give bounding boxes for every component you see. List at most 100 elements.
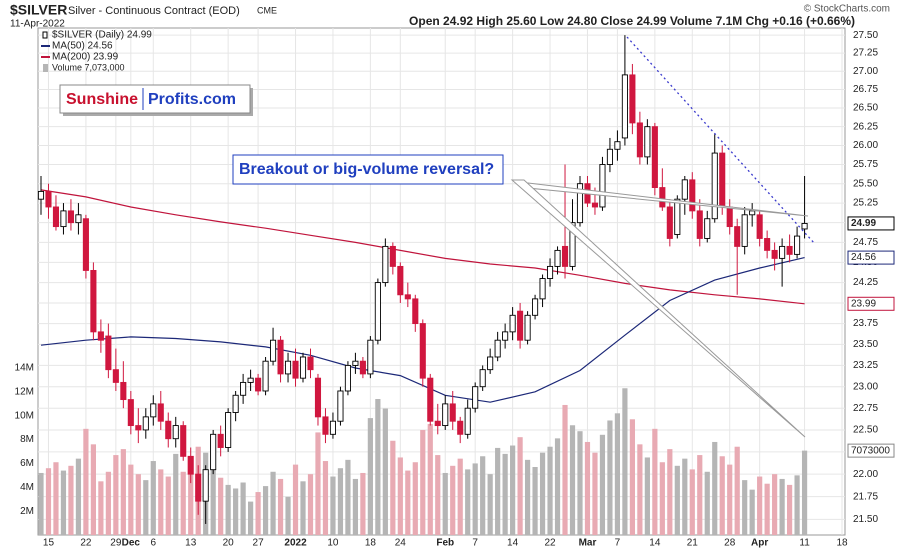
volume-bar xyxy=(420,430,426,535)
volume-bar xyxy=(637,444,643,535)
symbol: $SILVER xyxy=(10,2,67,18)
volume-bar xyxy=(569,425,576,535)
candle-body xyxy=(329,420,337,435)
y-tick-label: 27.00 xyxy=(853,66,878,77)
volume-bar xyxy=(779,478,785,535)
candle-body xyxy=(659,187,666,208)
volume-bar xyxy=(390,440,396,535)
volume-bar xyxy=(307,474,314,535)
volume-bar xyxy=(524,459,531,535)
candle-body xyxy=(225,412,232,448)
volume-bar xyxy=(502,453,508,535)
candle-body xyxy=(434,420,441,427)
x-tick-label: 22 xyxy=(544,538,556,549)
volume-bar xyxy=(764,483,770,535)
volume-bar xyxy=(442,472,448,535)
x-tick-label: 14 xyxy=(649,538,661,549)
y-tick-label: 23.75 xyxy=(853,318,878,329)
volume-bar xyxy=(435,455,441,535)
candle-body xyxy=(621,74,628,139)
volume-bar xyxy=(472,463,478,535)
volume-bar xyxy=(772,474,778,535)
volume-bar xyxy=(427,424,433,535)
volume-bar xyxy=(734,446,740,535)
x-tick-label: 15 xyxy=(43,538,55,549)
volume-bar xyxy=(697,455,703,535)
x-tick-label: 14 xyxy=(507,538,519,549)
candle-body xyxy=(202,469,209,502)
candle-body xyxy=(217,433,224,448)
y-tick-label: 23.50 xyxy=(853,339,878,350)
plot-layer xyxy=(37,35,808,535)
candle-body xyxy=(307,356,314,371)
candle-body xyxy=(756,214,763,239)
volume-bar xyxy=(38,472,44,535)
candle-body xyxy=(524,314,531,341)
candle-body xyxy=(150,403,157,418)
quote: Open 24.92 High 25.60 Low 24.80 Close 24… xyxy=(409,14,855,28)
y-tick-label: 23.00 xyxy=(853,381,878,392)
candle-body xyxy=(696,210,703,239)
volume-bar xyxy=(322,461,329,535)
candle-body xyxy=(284,360,292,375)
candle-body xyxy=(82,218,89,271)
volume-bar xyxy=(218,477,224,535)
candle-body xyxy=(382,245,389,284)
volume-bar xyxy=(367,418,373,535)
volume-tick-label: 10M xyxy=(15,410,34,421)
candle-body xyxy=(464,407,471,435)
y-tick-label: 25.75 xyxy=(853,159,878,170)
volume-bar xyxy=(607,420,613,535)
candle-body xyxy=(726,206,733,228)
volume-bar xyxy=(292,464,299,535)
candle-body xyxy=(299,356,307,379)
volume-bar xyxy=(495,447,501,535)
candle-body xyxy=(546,265,554,279)
candle-body xyxy=(374,282,381,341)
candle-body xyxy=(764,238,771,251)
candle-body xyxy=(67,210,74,224)
y-tick-label: 24.75 xyxy=(853,237,878,248)
y-tick-label: 25.25 xyxy=(853,198,878,209)
volume-bar xyxy=(757,476,763,535)
volume-bar xyxy=(300,481,306,535)
x-tick-label: Mar xyxy=(579,538,597,549)
candle-body xyxy=(681,179,688,200)
volume-tick-label: 4M xyxy=(20,482,34,493)
volume-bar xyxy=(599,434,606,535)
x-tick-label: 7 xyxy=(615,538,621,549)
candle-body xyxy=(142,416,149,431)
volume-bar xyxy=(689,469,695,535)
volume-bar xyxy=(539,452,546,535)
candle-body xyxy=(591,202,599,208)
y-tick-label: 27.25 xyxy=(853,48,878,59)
date: 11-Apr-2022 xyxy=(10,19,65,30)
volume-bar xyxy=(315,432,321,535)
legend-icon xyxy=(43,64,48,72)
volume-bar xyxy=(547,446,553,535)
volume-bar xyxy=(262,486,269,535)
x-tick-label: 22 xyxy=(80,538,92,549)
candle-body xyxy=(741,214,748,247)
volume-bar xyxy=(801,450,808,535)
candle-body xyxy=(314,377,322,418)
last-value-label: 7073000 xyxy=(851,445,890,456)
volume-bar xyxy=(105,471,111,535)
candle-body xyxy=(240,381,247,396)
candle-body xyxy=(37,190,45,200)
x-tick-label: 20 xyxy=(223,538,235,549)
volume-bar xyxy=(255,492,261,535)
last-value-label: 23.99 xyxy=(851,298,876,309)
candle-body xyxy=(801,222,808,230)
candle-body xyxy=(255,377,262,392)
last-value-label: 24.56 xyxy=(851,252,876,263)
x-tick-label: 29 xyxy=(110,538,122,549)
x-tick-label: Feb xyxy=(436,538,454,549)
candle-body xyxy=(442,403,449,427)
volume-bar xyxy=(173,453,179,535)
volume-tick-label: 6M xyxy=(20,458,34,469)
candle-body xyxy=(210,433,217,471)
plot-frame xyxy=(37,27,846,536)
candle-body xyxy=(195,473,202,502)
volume-bar xyxy=(60,470,67,535)
